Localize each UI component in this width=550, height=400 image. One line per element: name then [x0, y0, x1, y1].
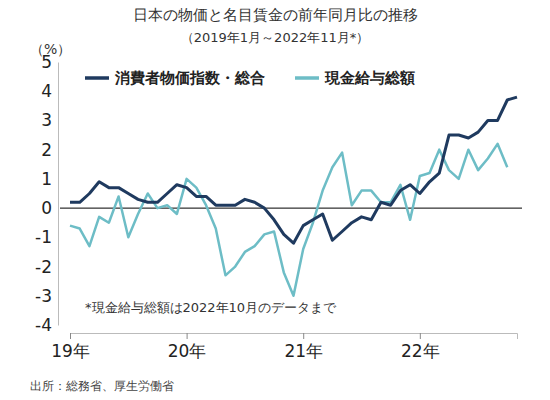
y-tick: 2: [41, 140, 58, 160]
x-tick-label: 22年: [401, 341, 440, 361]
zero-line: [60, 208, 522, 209]
y-tick: -2: [35, 256, 58, 276]
y-tick-label: 4: [41, 81, 52, 101]
y-tick: 0: [41, 198, 58, 218]
y-tick-label: 1: [41, 169, 52, 189]
x-tick-label: 20年: [168, 341, 207, 361]
y-tick: 1: [41, 169, 58, 189]
plot-area: [70, 97, 517, 296]
y-tick-label: -4: [35, 315, 52, 335]
x-tick-mark: [420, 333, 421, 339]
x-tick: 22年: [401, 333, 440, 361]
y-tick: 4: [41, 81, 58, 101]
y-tick: 5: [41, 52, 58, 72]
legend-label: 消費者物価指数・総合: [114, 69, 265, 87]
y-tick-label: 5: [41, 52, 52, 72]
x-tick: 20年: [168, 333, 207, 361]
x-axis: 19年 20年 21年 22年: [51, 333, 517, 361]
legend-swatch: [295, 76, 319, 80]
subtitle: （2019年1月～2022年11月*）: [181, 30, 369, 45]
y-axis: -4 -3 -2 -1 0 1 2 3 4 5: [35, 52, 58, 335]
y-tick-label: 2: [41, 140, 52, 160]
y-tick-label: -2: [35, 256, 52, 276]
legend-item: 現金給与総額: [295, 69, 415, 87]
y-tick: -4: [35, 315, 58, 335]
y-axis-line: [58, 63, 59, 326]
x-tick-mark: [187, 333, 188, 339]
y-tick-label: -3: [35, 286, 52, 306]
series-line: [70, 97, 517, 243]
chart: 日本の物価と名目賃金の前年同月比の推移（2019年1月～2022年11月*）（%…: [0, 0, 550, 400]
y-tick: -3: [35, 286, 58, 306]
legend-label: 現金給与総額: [324, 69, 415, 87]
annotation: *現金給与総額は2022年10月のデータまで: [85, 300, 337, 315]
x-tick-mark: [303, 333, 304, 339]
y-tick-label: 0: [41, 198, 52, 218]
source: 出所：総務省、厚生労働省: [30, 379, 174, 393]
legend-swatch: [85, 76, 109, 80]
x-tick: 21年: [284, 333, 323, 361]
y-tick-label: -1: [35, 227, 52, 247]
y-tick: 3: [41, 110, 58, 130]
title: 日本の物価と名目賃金の前年同月比の推移: [133, 6, 418, 24]
y-tick-label: 3: [41, 110, 52, 130]
x-tick: 19年: [51, 333, 90, 361]
legend-item: 消費者物価指数・総合: [85, 69, 265, 87]
x-tick-label: 21年: [284, 341, 323, 361]
x-tick-label: 19年: [51, 341, 90, 361]
x-tick-mark: [70, 333, 71, 339]
y-tick: -1: [35, 227, 58, 247]
x-axis-line: [71, 334, 518, 340]
